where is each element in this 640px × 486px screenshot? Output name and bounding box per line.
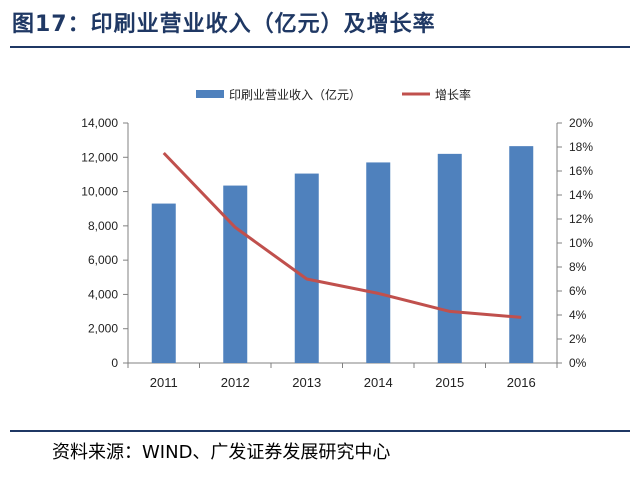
y-right-tick-label: 18% [569,140,593,154]
y-left-tick-label: 10,000 [81,185,118,199]
growth-rate-line [162,151,522,319]
x-tick-label: 2011 [150,375,178,390]
source-note: 资料来源：WIND、广发证券发展研究中心 [52,442,391,463]
y-left-tick-label: 2,000 [88,322,118,336]
chart-legend: 印刷业营业收入（亿元） 增长率 [196,87,471,102]
y-left-tick-label: 0 [111,356,118,370]
legend-swatch-bar [196,90,224,98]
x-tick-label: 2016 [507,375,536,390]
chart: 印刷业营业收入（亿元） 增长率 0 2,000 4,000 6,000 8,000 10,0… [81,87,593,390]
y-right-tick-label: 16% [569,164,593,178]
x-tick-label: 2012 [221,375,250,390]
chart-axes: 0 2,000 4,000 6,000 8,000 10,000 12,000 14,000 0… [81,116,593,370]
x-tick-label: 2015 [435,375,464,390]
legend-label-line: 增长率 [435,87,471,102]
y-right-tick-label: 8% [569,260,587,274]
y-right-tick-label: 6% [569,284,587,298]
bar-2014 [366,162,391,363]
x-tick-label: 2014 [364,375,393,390]
y-left-tick-label: 6,000 [88,253,118,267]
bar-2012 [223,185,248,363]
x-tick-label: 2013 [292,375,321,390]
y-right-tick-label: 20% [569,116,593,130]
figure-title: 图17：印刷业营业收入（亿元）及增长率 [12,12,436,37]
bar-2015 [437,153,462,363]
y-left-tick-label: 8,000 [88,219,118,233]
y-right-tick-label: 12% [569,212,593,226]
y-left-tick-label: 4,000 [88,287,118,301]
legend-label-bar: 印刷业营业收入（亿元） [229,87,361,102]
y-left-tick-label: 14,000 [81,116,118,130]
title-rule [10,46,630,48]
y-right-tick-label: 0% [569,356,587,370]
bar-2013 [294,173,319,363]
line-series [162,151,522,319]
y-right-tick-label: 4% [569,308,587,322]
source-rule [10,430,630,432]
x-axis-labels: 2011 2012 2013 2014 2015 2016 [150,375,536,390]
y-left-tick-label: 12,000 [81,150,118,164]
bar-series [151,146,534,363]
bar-2016 [509,146,534,363]
bar-2011 [151,203,176,363]
y-right-tick-label: 10% [569,236,593,250]
y-right-tick-label: 2% [569,332,587,346]
y-right-tick-label: 14% [569,188,593,202]
